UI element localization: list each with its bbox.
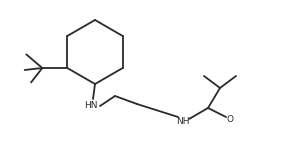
Text: NH: NH <box>176 117 190 127</box>
Text: HN: HN <box>84 102 98 110</box>
Text: O: O <box>226 116 234 125</box>
